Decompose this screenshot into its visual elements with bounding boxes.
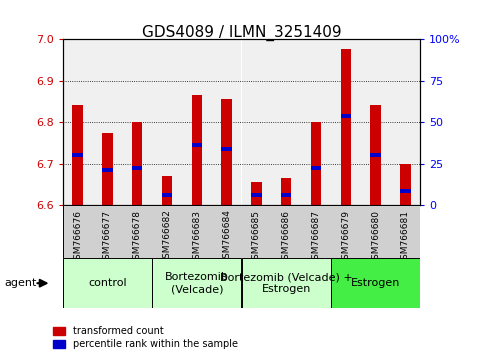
Text: GSM766679: GSM766679 [341,210,350,264]
Text: Bortezomib
(Velcade): Bortezomib (Velcade) [165,272,229,295]
Bar [301,39,331,205]
Bar [251,182,262,205]
Bar [281,193,291,197]
Text: control: control [88,278,127,288]
Bar [242,39,271,205]
Bar [72,105,83,205]
Bar [311,166,321,170]
Bar [331,39,361,205]
Bar [370,153,381,158]
Bar [400,164,411,205]
Bar [192,95,202,205]
Bar [93,39,122,205]
Text: GSM766683: GSM766683 [192,210,201,264]
Bar [221,147,232,151]
Text: GSM766678: GSM766678 [133,210,142,264]
Text: GSM766686: GSM766686 [282,210,291,264]
Bar [212,39,242,205]
Bar [152,258,242,308]
Bar [192,143,202,147]
Bar [390,39,420,205]
Bar [361,39,390,205]
Bar [63,39,93,205]
Bar [132,166,142,170]
Bar [221,99,232,205]
Bar [102,132,113,205]
Bar [271,39,301,205]
Bar [102,168,113,172]
Bar [132,122,142,205]
Text: GSM766685: GSM766685 [252,210,261,264]
Text: GSM766681: GSM766681 [401,210,410,264]
Text: GSM766687: GSM766687 [312,210,320,264]
Legend: transformed count, percentile rank within the sample: transformed count, percentile rank withi… [53,326,238,349]
Text: Estrogen: Estrogen [351,278,400,288]
Bar [341,49,351,205]
Bar [242,258,331,308]
Bar [152,39,182,205]
Bar [341,114,351,118]
Bar [122,39,152,205]
Text: GSM766684: GSM766684 [222,210,231,264]
Bar [311,122,321,205]
Bar [400,189,411,193]
Bar [63,205,420,258]
Text: GSM766682: GSM766682 [163,210,171,264]
Bar [182,39,212,205]
Bar [331,258,420,308]
Bar [72,153,83,158]
Bar [162,176,172,205]
Text: GSM766676: GSM766676 [73,210,82,264]
Bar [162,193,172,197]
Bar [370,105,381,205]
Bar [281,178,291,205]
Bar [251,193,262,197]
Text: GSM766680: GSM766680 [371,210,380,264]
Text: GDS4089 / ILMN_3251409: GDS4089 / ILMN_3251409 [142,25,341,41]
Text: agent: agent [5,278,37,288]
Bar [63,258,152,308]
Text: GSM766677: GSM766677 [103,210,112,264]
Text: Bortezomib (Velcade) +
Estrogen: Bortezomib (Velcade) + Estrogen [220,272,353,295]
